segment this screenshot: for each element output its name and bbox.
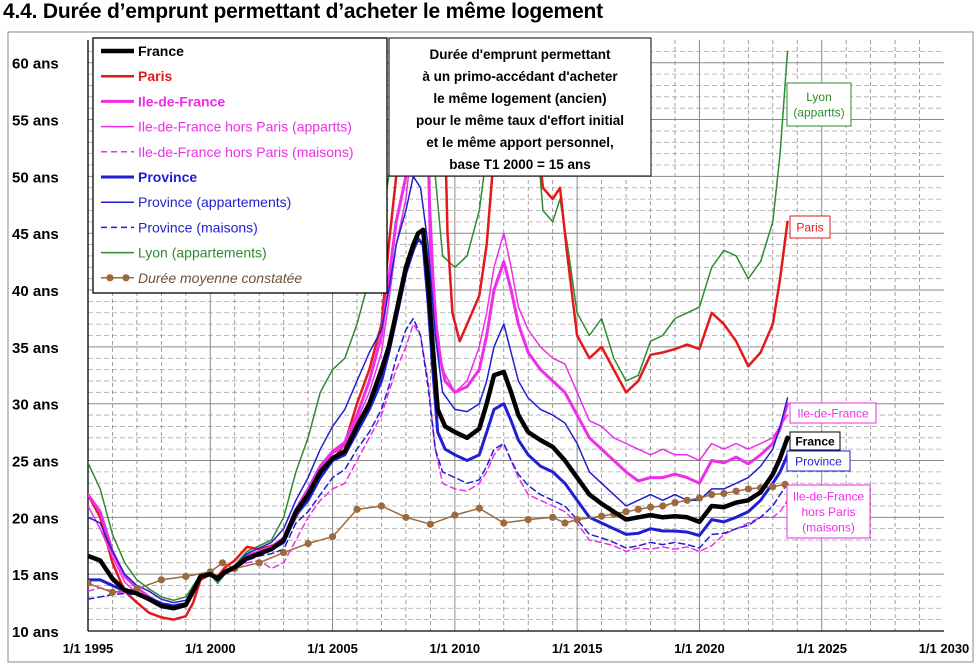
- x-tick-label: 1/1 2010: [430, 641, 481, 656]
- y-tick-label: 10 ans: [12, 624, 59, 641]
- series-point: [671, 498, 679, 507]
- series-line: [88, 483, 786, 594]
- note-line: à un primo-accédant d'acheter: [422, 69, 618, 84]
- series-callouts: Lyon (appartts) Paris Ile-de-France France Pr…: [786, 82, 877, 539]
- series-point: [377, 502, 386, 510]
- series-point: [255, 559, 263, 567]
- series-point: [475, 504, 483, 512]
- y-tick-label: 35 ans: [12, 340, 59, 357]
- series-point: [573, 516, 581, 524]
- series-point: [328, 533, 337, 541]
- legend-entry: Ile-de-France: [138, 93, 225, 109]
- legend-marker: [122, 274, 130, 282]
- series-point: [598, 512, 606, 520]
- series-point: [720, 489, 728, 498]
- callout-box: [789, 431, 841, 451]
- legend-entry: Province (appartements): [138, 194, 291, 210]
- legend-box: [92, 37, 388, 294]
- series-point: [402, 513, 410, 521]
- callout-label: France: [795, 434, 835, 448]
- x-tick-label: 1/1 2020: [674, 641, 725, 656]
- series-point: [769, 483, 777, 491]
- series-point: [659, 502, 667, 510]
- series-point: [108, 588, 117, 596]
- callout-box: [786, 450, 851, 472]
- note-line: et le même apport personnel,: [426, 135, 614, 150]
- chart-title: 4.4. Durée d’emprunt permettant d’achete…: [3, 0, 603, 23]
- y-tick-label: 20 ans: [12, 510, 59, 527]
- series-point: [695, 494, 704, 502]
- callout-box: [789, 402, 877, 424]
- series-point: [157, 576, 165, 584]
- legend: France Paris Ile-de-France Ile-de-France ho…: [92, 37, 388, 294]
- callout-label: (maisons): [802, 520, 855, 534]
- callout-label: Province: [795, 454, 842, 468]
- series-point: [88, 579, 92, 587]
- legend-entry: Lyon (appartements): [138, 245, 267, 261]
- callout-label: Ile-de-France: [793, 489, 865, 503]
- callout-box: [786, 484, 871, 539]
- note-line: base T1 2000 = 15 ans: [449, 157, 590, 172]
- callout-box: [789, 215, 831, 239]
- axes: 10 ans 15 ans 20 ans 25 ans 30 ans 35 ans 40 a…: [12, 40, 969, 656]
- series-point: [426, 520, 434, 528]
- y-tick-label: 40 ans: [12, 283, 59, 300]
- y-tick-label: 45 ans: [12, 226, 59, 243]
- chart-note: Durée d'emprunt permettant à un primo-acc…: [388, 37, 652, 177]
- series-point: [622, 508, 630, 516]
- x-tick-label: 1/1 1995: [63, 641, 114, 656]
- legend-entry: Durée moyenne constatée: [138, 270, 302, 286]
- callout-label: hors Paris: [801, 505, 855, 519]
- legend-entry: France: [138, 43, 184, 59]
- series-line: [88, 227, 790, 611]
- series-point: [524, 516, 532, 524]
- y-tick-label: 60 ans: [12, 56, 59, 73]
- series-point: [646, 503, 655, 511]
- series-point: [218, 559, 227, 567]
- y-tick-label: 30 ans: [12, 397, 59, 414]
- series-point: [451, 511, 459, 519]
- callout-label: (appartts): [793, 106, 844, 120]
- series-point: [353, 505, 361, 513]
- callout-label: Paris: [796, 220, 823, 234]
- x-tick-label: 1/1 2030: [919, 641, 970, 656]
- series-point: [182, 572, 190, 581]
- y-tick-label: 15 ans: [12, 567, 59, 584]
- y-tick-label: 25 ans: [12, 454, 59, 471]
- callout-label: Ile-de-France: [797, 406, 869, 420]
- legend-entry: Province: [138, 169, 197, 185]
- legend-entry: Paris: [138, 68, 172, 84]
- note-box: [388, 37, 652, 177]
- legend-marker: [106, 274, 114, 282]
- note-line: le même logement (ancien): [433, 91, 606, 106]
- callout-label: Lyon: [806, 90, 832, 104]
- x-tick-label: 1/1 2000: [185, 641, 236, 656]
- series-point: [708, 491, 716, 499]
- series-point: [683, 496, 691, 504]
- plot-frame: [7, 31, 974, 663]
- series-point: [280, 548, 288, 557]
- x-tick-label: 1/1 2005: [307, 641, 358, 656]
- x-tick-label: 1/1 2015: [552, 641, 603, 656]
- series-point: [549, 513, 557, 521]
- y-tick-label: 55 ans: [12, 113, 59, 130]
- y-tick-label: 50 ans: [12, 169, 59, 186]
- legend-entry: Ile-de-France hors Paris (appartts): [138, 119, 352, 135]
- series-point: [304, 539, 312, 548]
- x-tick-label: 1/1 2025: [796, 641, 847, 656]
- note-line: pour le même taux d'effort initial: [416, 113, 624, 128]
- legend-entry: Province (maisons): [138, 219, 258, 235]
- series-point: [634, 505, 642, 513]
- legend-entry: Ile-de-France hors Paris (maisons): [138, 144, 354, 160]
- series-point: [732, 487, 740, 495]
- note-line: Durée d'emprunt permettant: [430, 47, 611, 62]
- series-line: [88, 237, 789, 608]
- callout-box: [786, 82, 852, 127]
- series-point: [561, 519, 569, 527]
- series-point: [500, 519, 508, 527]
- series-point: [744, 485, 752, 493]
